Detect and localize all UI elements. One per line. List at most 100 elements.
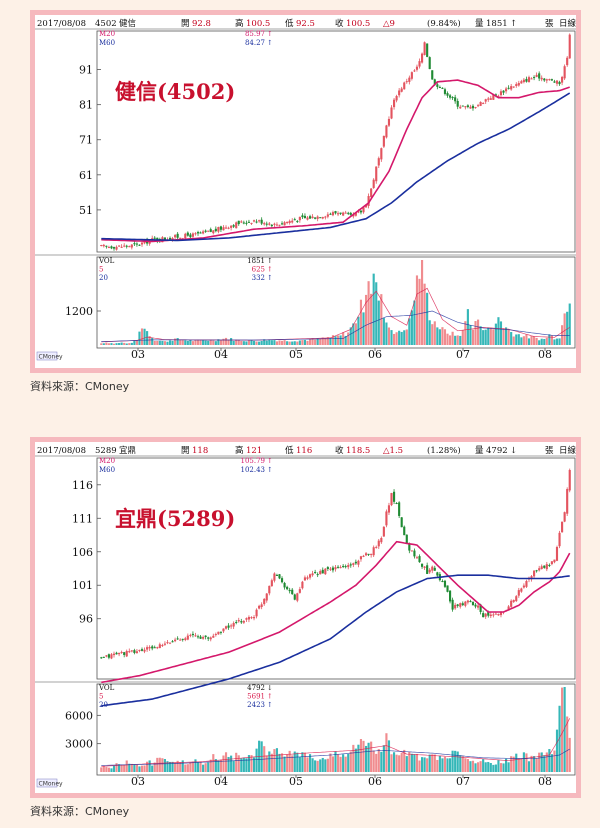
candle-body <box>555 80 559 84</box>
candle-body <box>359 210 363 213</box>
volume-bar <box>135 764 138 772</box>
candle-body <box>207 230 210 232</box>
candle-body <box>535 74 538 77</box>
volume-bar <box>163 341 166 345</box>
volume-bar <box>214 341 217 345</box>
header-open-value: 92.8 <box>192 19 211 29</box>
candle-body <box>138 244 141 246</box>
candle-body <box>400 88 403 92</box>
candle-body <box>418 556 421 563</box>
candle-body <box>166 642 169 644</box>
volume-bar <box>301 752 304 772</box>
candle-body <box>247 221 251 223</box>
volume-legend-name: 5 <box>99 266 103 274</box>
candle-body <box>204 230 207 232</box>
volume-bar <box>125 760 128 772</box>
volume-bar <box>438 755 441 772</box>
volume-bar <box>146 761 149 772</box>
candle-body <box>415 66 419 70</box>
candle-body <box>505 88 508 92</box>
candle-body <box>278 574 281 579</box>
candle-body <box>336 566 340 568</box>
volume-bar <box>230 755 233 772</box>
candle-body <box>179 639 182 641</box>
candle-body <box>433 567 436 571</box>
volume-bar <box>296 341 299 345</box>
month-tick-05: 05 <box>289 775 303 788</box>
candle-body <box>135 243 138 245</box>
candle-body <box>184 233 187 239</box>
candle-body <box>288 220 291 224</box>
volume-bar <box>558 338 561 345</box>
month-tick-03: 03 <box>131 348 145 361</box>
volume-bar <box>555 338 559 345</box>
candle-body <box>563 512 566 522</box>
volume-bar <box>482 759 485 772</box>
volume-bar <box>329 753 332 772</box>
candle-body <box>334 567 337 570</box>
volume-bar <box>219 340 223 345</box>
volume-bar <box>291 341 294 345</box>
candle-body <box>497 613 500 616</box>
header-low-value: 116 <box>296 446 312 456</box>
volume-bar <box>265 340 268 345</box>
candle-body <box>184 638 187 640</box>
candle-body <box>174 639 177 642</box>
volume-legend-name: 5 <box>99 693 103 701</box>
candle-body <box>517 82 520 86</box>
candle-body <box>489 614 492 617</box>
candle-body <box>331 212 335 216</box>
volume-bar <box>146 331 149 345</box>
volume-bar <box>163 759 166 772</box>
candle-body <box>550 79 553 81</box>
stock-chart-5289: 2017/08/08 5289 宜鼎開 118 高 121 低 116 收 118.5 △1.5 (1… <box>35 442 576 793</box>
candle-body <box>163 643 166 645</box>
candle-body <box>222 628 225 632</box>
volume-bar <box>130 763 133 772</box>
candle-body <box>499 612 503 616</box>
volume-legend-name: VOL <box>98 684 115 692</box>
volume-bar <box>505 758 508 772</box>
candle-body <box>291 220 294 223</box>
candle-body <box>301 581 304 589</box>
candle-body <box>331 567 335 571</box>
candle-body <box>387 118 391 126</box>
candle-body <box>303 577 307 581</box>
candle-body <box>151 646 154 649</box>
volume-bar <box>199 339 202 345</box>
volume-bar <box>204 340 207 345</box>
volume-bar <box>196 339 200 345</box>
volume-bar <box>545 337 548 345</box>
candle-body <box>520 588 523 592</box>
volume-legend-value: 5691 <box>247 693 265 701</box>
header-date: 2017/08/08 <box>37 19 86 29</box>
candle-body <box>405 81 408 83</box>
ma20-line <box>101 540 571 684</box>
candle-body <box>436 572 439 576</box>
volume-bar <box>420 757 424 772</box>
volume-bar <box>474 763 477 772</box>
volume-bar <box>561 325 564 345</box>
candle-body <box>326 567 329 570</box>
candle-body <box>260 219 263 224</box>
volume-bar <box>433 754 436 772</box>
volume-bar <box>161 340 164 345</box>
volume-legend-arrow: ↑ <box>267 274 273 282</box>
volume-bar <box>512 336 515 345</box>
volume-bar <box>199 761 202 772</box>
candle-body <box>512 599 515 602</box>
volume-bar <box>283 756 286 772</box>
month-tick-03: 03 <box>131 775 145 788</box>
volume-bar <box>469 761 472 772</box>
volume-bar <box>191 761 194 772</box>
volume-bar <box>148 760 151 772</box>
price-tick-label: 61 <box>79 169 93 182</box>
volume-bar <box>161 758 164 772</box>
volume-bar <box>423 757 426 772</box>
volume-bar <box>148 336 151 345</box>
volume-bar <box>316 338 319 345</box>
candle-body <box>410 72 413 79</box>
volume-bar <box>380 751 383 772</box>
volume-bar <box>278 753 281 772</box>
volume-bar <box>403 330 406 345</box>
